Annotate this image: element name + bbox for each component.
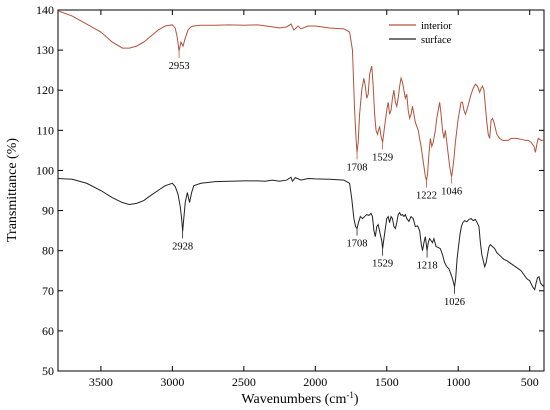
legend-label-interior: interior	[421, 21, 452, 32]
y-tick-label: 60	[42, 324, 54, 338]
peak-annotation: 1222	[416, 190, 437, 201]
peak-annotation: 2953	[169, 61, 190, 72]
y-tick-label: 70	[42, 284, 54, 298]
x-tick-label: 1000	[446, 375, 470, 389]
peak-annotation: 2928	[172, 241, 193, 252]
plot-frame	[57, 9, 545, 372]
peak-annotation: 1218	[417, 261, 438, 272]
peak-annotation: 1026	[444, 297, 465, 308]
peak-annotation: 1708	[347, 162, 368, 173]
y-tick-label: 80	[42, 244, 54, 258]
x-axis-title-close: )	[354, 392, 359, 407]
y-tick-label: 90	[42, 204, 54, 218]
x-tick-label: 2000	[303, 375, 327, 389]
peak-annotation: 1708	[347, 239, 368, 250]
x-tick-label: 3000	[160, 375, 184, 389]
x-axis-title: Wavenumbers (cm-1)	[241, 390, 359, 407]
y-tick-label: 50	[42, 364, 54, 378]
x-tick-label: 1500	[375, 375, 399, 389]
y-axis-title: Transmittance (%)	[5, 138, 20, 242]
y-tick-label: 110	[36, 123, 54, 137]
x-axis-title-main: Wavenumbers (cm	[241, 392, 346, 407]
y-tick-label: 130	[36, 43, 54, 57]
annotation-layer: 2953 1708 1529 1222 1046 2928 1708 1529 1218 1026	[169, 50, 465, 308]
legend-label-surface: surface	[421, 35, 452, 46]
peak-annotation: 1529	[372, 152, 393, 163]
x-tick-label: 2500	[232, 375, 256, 389]
y-axis-ticks: 50 60 70 80 90 100 110 120 130 140	[36, 3, 544, 378]
y-tick-label: 120	[36, 83, 54, 97]
series-line-surface	[58, 176, 544, 291]
x-tick-label: 3500	[89, 375, 113, 389]
y-tick-label: 140	[36, 3, 54, 17]
x-tick-label: 500	[521, 375, 539, 389]
series-line-interior	[58, 10, 544, 181]
peak-annotation: 1529	[372, 259, 393, 270]
x-axis-ticks: 3500 3000 2500 2000 1500 1000 500	[89, 10, 539, 389]
peak-annotation: 1046	[441, 186, 462, 197]
y-tick-label: 100	[36, 163, 54, 177]
legend: interior surface	[389, 21, 452, 46]
series-layer	[58, 10, 544, 291]
x-axis-title-superscript: -1	[346, 390, 354, 400]
